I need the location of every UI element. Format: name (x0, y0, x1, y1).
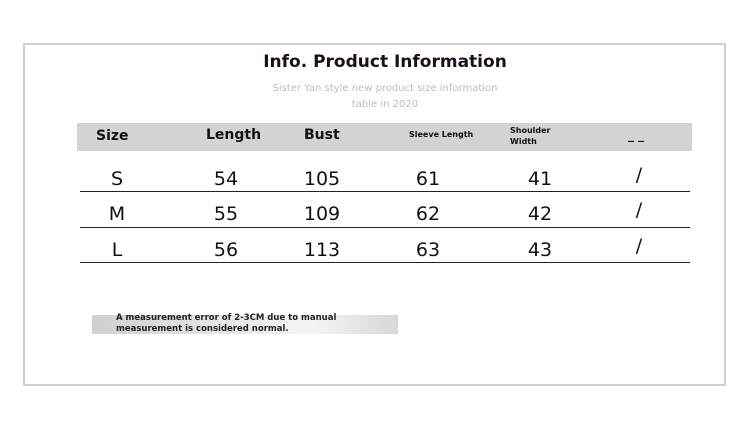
table-cell: 61 (415, 168, 441, 190)
subtitle-line1: Sister Yan style new product size inform… (272, 83, 498, 94)
table-cell: 56 (213, 239, 239, 261)
header-blank: _ _ (628, 128, 645, 142)
header-shoulder-width: Shoulder Width (510, 126, 551, 146)
table-header (77, 123, 692, 151)
size-chart-frame (23, 43, 726, 386)
table-cell: S (110, 168, 124, 190)
row-divider (80, 191, 690, 192)
row-divider (80, 262, 690, 263)
table-cell: 42 (527, 203, 553, 225)
table-cell: M (108, 203, 126, 225)
row-divider (80, 227, 690, 228)
header-bust: Bust (304, 127, 340, 143)
table-cell: 62 (415, 203, 441, 225)
header-size: Size (96, 128, 129, 144)
table-cell: 55 (213, 203, 239, 225)
subtitle-line2: table in 2020 (351, 99, 419, 110)
table-cell: 113 (303, 239, 341, 261)
measurement-note: A measurement error of 2-3CM due to manu… (92, 313, 398, 334)
table-cell: 63 (415, 239, 441, 261)
table-cell: / (635, 164, 643, 186)
page-title: Info. Product Information (263, 52, 507, 72)
table-cell: / (635, 199, 643, 221)
table-cell: 43 (527, 239, 553, 261)
table-cell: L (111, 239, 123, 261)
header-length: Length (206, 127, 262, 143)
note-text: A measurement error of 2-3CM due to manu… (116, 313, 337, 334)
table-cell: 54 (213, 168, 239, 190)
table-cell: 41 (527, 168, 553, 190)
table-cell: 109 (303, 203, 341, 225)
table-cell: 105 (303, 168, 341, 190)
table-cell: / (635, 235, 643, 257)
header-sleeve-length: Sleeve Length (409, 130, 474, 139)
